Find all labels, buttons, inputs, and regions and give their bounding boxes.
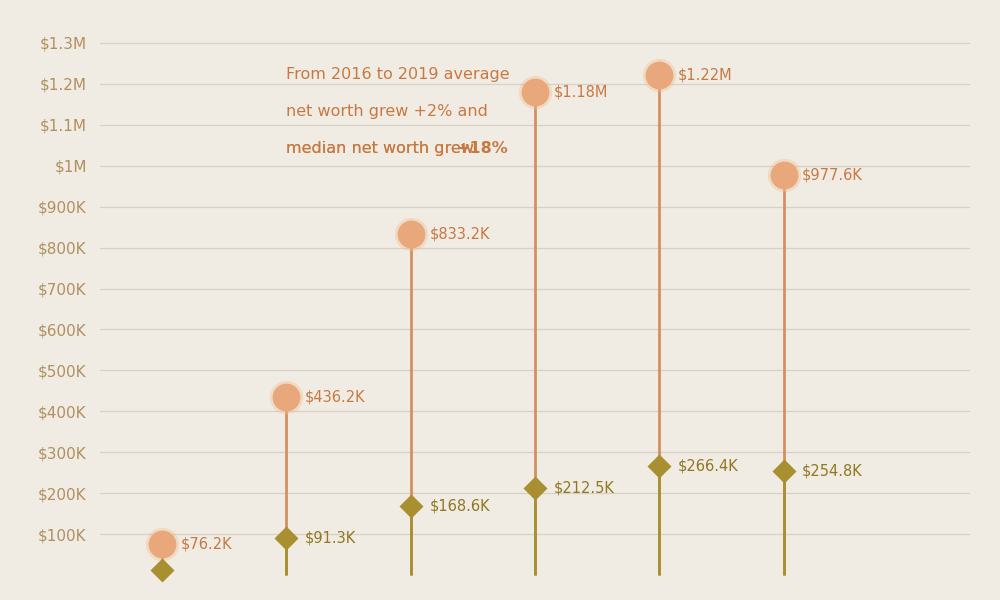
Text: median net worth grew: median net worth grew	[286, 141, 479, 156]
Text: $212.5K: $212.5K	[554, 481, 615, 496]
Text: net worth grew +2% and: net worth grew +2% and	[286, 104, 488, 119]
Text: $833.2K: $833.2K	[429, 226, 490, 241]
Text: $91.3K: $91.3K	[305, 530, 356, 545]
Text: $436.2K: $436.2K	[305, 389, 366, 404]
Text: $168.6K: $168.6K	[429, 499, 490, 514]
Text: $76.2K: $76.2K	[181, 536, 232, 551]
Text: +18%: +18%	[457, 141, 508, 156]
Text: $254.8K: $254.8K	[802, 463, 863, 478]
Text: $1.18M: $1.18M	[554, 84, 608, 99]
Text: median net worth grew +18%: median net worth grew +18%	[286, 141, 529, 156]
Text: $1.22M: $1.22M	[678, 68, 733, 83]
Text: From 2016 to 2019 average: From 2016 to 2019 average	[286, 67, 510, 82]
Text: $266.4K: $266.4K	[678, 459, 739, 474]
Text: $977.6K: $977.6K	[802, 167, 863, 182]
Text: median net worth grew: median net worth grew	[286, 141, 479, 156]
